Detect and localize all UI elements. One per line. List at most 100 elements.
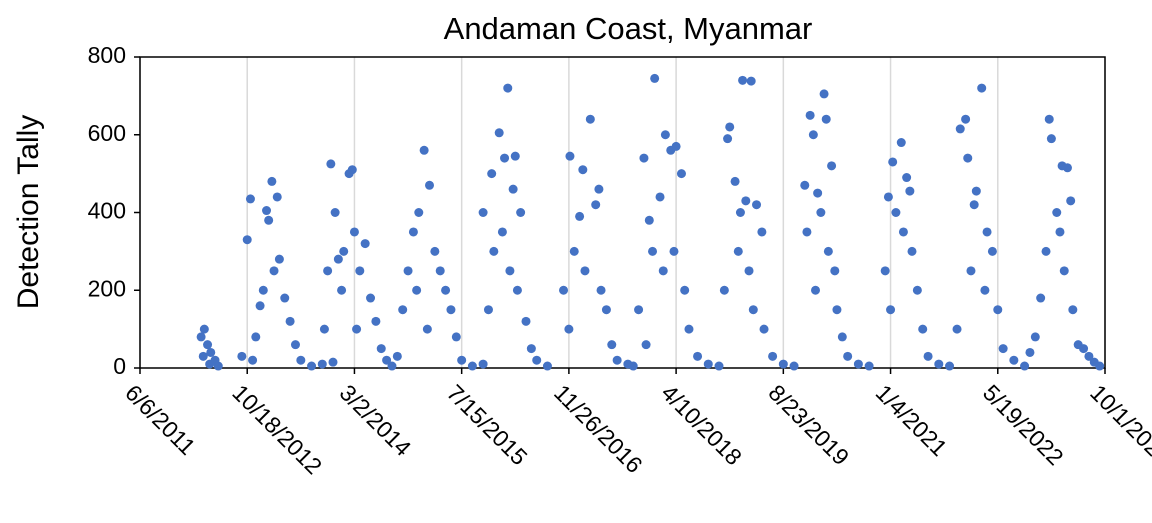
point: [280, 293, 290, 303]
point: [467, 361, 477, 371]
point: [891, 208, 901, 217]
x-tick-label: 5/19/2022: [978, 379, 1069, 470]
point: [658, 266, 668, 276]
point: [660, 130, 670, 140]
x-tick-label: 4/10/2018: [656, 379, 747, 470]
point: [478, 208, 488, 217]
point: [719, 285, 729, 295]
point: [242, 235, 252, 245]
point: [1079, 344, 1089, 354]
point: [489, 246, 499, 256]
point: [955, 124, 965, 134]
point: [998, 344, 1008, 354]
point: [628, 361, 638, 371]
point: [966, 266, 976, 276]
x-tick-label: 7/15/2015: [442, 379, 533, 470]
y-tick-label: 200: [88, 275, 126, 301]
x-tick-label: 8/23/2019: [763, 379, 854, 470]
point: [319, 324, 329, 334]
point: [435, 266, 445, 276]
point: [349, 227, 359, 237]
point: [337, 285, 347, 295]
point: [816, 208, 826, 217]
point: [578, 165, 588, 175]
point: [580, 266, 590, 276]
point: [880, 266, 890, 276]
point: [542, 361, 552, 371]
point: [644, 215, 654, 225]
point: [596, 285, 606, 295]
point: [1025, 347, 1035, 357]
point: [1084, 351, 1094, 361]
point: [607, 340, 617, 350]
point: [1066, 196, 1076, 206]
point: [1044, 114, 1054, 124]
point: [408, 227, 418, 237]
point: [269, 266, 279, 276]
point: [251, 332, 261, 342]
point: [952, 324, 962, 334]
point: [565, 151, 575, 161]
point: [693, 351, 703, 361]
point: [832, 305, 842, 315]
point: [641, 340, 651, 350]
point: [206, 347, 216, 357]
point: [248, 355, 258, 365]
point: [977, 83, 987, 93]
point: [245, 194, 255, 204]
point: [746, 76, 756, 86]
point: [980, 285, 990, 295]
point: [1046, 134, 1056, 144]
point: [1059, 266, 1069, 276]
point: [971, 186, 981, 196]
chart-title: Andaman Coast, Myanmar: [444, 11, 813, 46]
point: [993, 305, 1003, 315]
point: [255, 301, 265, 311]
point: [307, 361, 317, 371]
point: [684, 324, 694, 334]
point: [907, 246, 917, 256]
point: [347, 165, 357, 175]
point: [564, 324, 574, 334]
point: [497, 227, 507, 237]
point: [360, 239, 370, 249]
point: [494, 128, 504, 138]
y-tick-label: 800: [88, 42, 126, 68]
point: [376, 344, 386, 354]
point: [744, 266, 754, 276]
point: [1095, 361, 1105, 371]
point: [569, 246, 579, 256]
point: [1030, 332, 1040, 342]
point: [267, 176, 277, 186]
y-tick-label: 400: [88, 198, 126, 224]
point: [355, 266, 365, 276]
point: [730, 176, 740, 186]
y-axis-label: Detection Tally: [12, 115, 45, 310]
y-tick-label: 0: [113, 353, 126, 379]
point: [752, 200, 762, 210]
point: [398, 305, 408, 315]
point: [650, 73, 660, 83]
point: [898, 227, 908, 237]
point: [802, 227, 812, 237]
point: [821, 114, 831, 124]
point: [352, 324, 362, 334]
point: [1068, 305, 1078, 315]
point: [703, 359, 713, 369]
point: [1062, 163, 1072, 173]
point: [601, 305, 611, 315]
point: [778, 359, 788, 369]
point: [500, 153, 510, 163]
point: [680, 285, 690, 295]
point: [441, 285, 451, 295]
point: [237, 351, 247, 361]
point: [594, 184, 604, 194]
point: [886, 305, 896, 315]
point: [512, 285, 522, 295]
point: [487, 169, 497, 179]
point: [612, 355, 622, 365]
point: [982, 227, 992, 237]
point: [478, 359, 488, 369]
point: [505, 266, 515, 276]
point: [1052, 208, 1062, 217]
